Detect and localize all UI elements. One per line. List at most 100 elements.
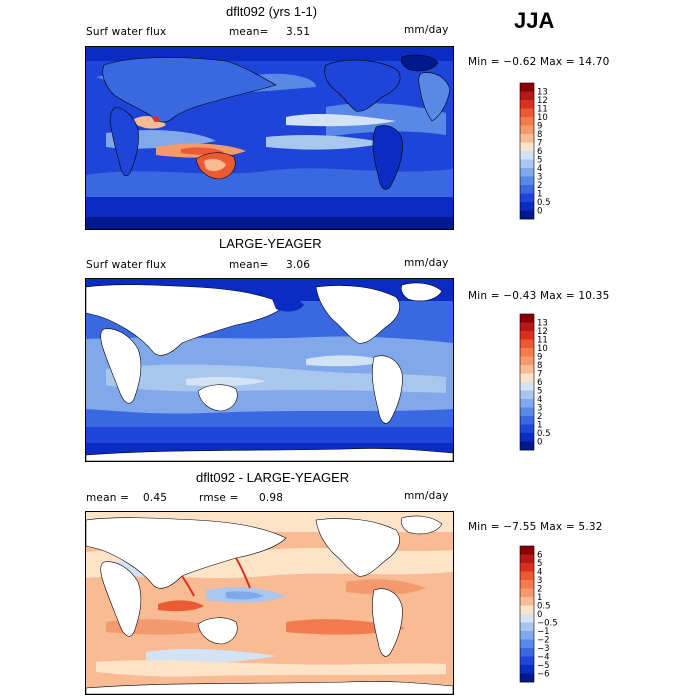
colorbar-tick-label: 3: [537, 404, 542, 414]
colorbar-tick-label: 8: [537, 361, 542, 371]
colorbar-swatch: [520, 433, 534, 442]
panel-2-mean-value: 3.06: [286, 259, 311, 271]
colorbar-swatch: [520, 117, 534, 126]
colorbar-swatch: [520, 648, 534, 657]
panel-3-mean-label: mean =: [86, 492, 130, 504]
panel-3-rmse-label: rmse =: [199, 492, 239, 504]
colorbar-tick-label: 2: [537, 585, 542, 595]
colorbar-tick-label: 0: [537, 610, 542, 620]
panel-3-minmax: Min = −7.55 Max = 5.32: [468, 521, 603, 533]
colorbar-swatch: [520, 563, 534, 572]
colorbar-swatch: [520, 125, 534, 135]
colorbar-tick-label: 3: [537, 173, 542, 183]
colorbar-tick-label: 12: [537, 96, 548, 106]
colorbar-swatch: [520, 348, 534, 357]
panel-1-colorbar: 13 12 11 10 9 8 7 6 5 4 3 2 1 0.5 0: [514, 82, 574, 227]
colorbar-swatch: [520, 390, 534, 400]
colorbar-tick-label: 0.5: [537, 198, 551, 208]
colorbar-tick-label: 1: [537, 421, 542, 431]
colorbar-tick-label: 0: [537, 438, 542, 448]
colorbar-swatch: [520, 588, 534, 598]
colorbar-swatch: [520, 134, 534, 143]
colorbar-swatch: [520, 631, 534, 640]
colorbar-tick-label: 13: [537, 88, 548, 98]
panel-2-map: [85, 278, 454, 462]
panel-1-map: [85, 46, 454, 230]
panel-3-title: dflt092 - LARGE-YEAGER: [196, 470, 350, 485]
panel-2-units: mm/day: [404, 257, 449, 269]
colorbar-tick-label: 6: [537, 378, 542, 388]
colorbar-swatch: [520, 554, 534, 564]
colorbar-swatch: [520, 100, 534, 109]
colorbar-swatch: [520, 314, 534, 323]
colorbar-swatch: [520, 202, 534, 211]
colorbar-swatch: [520, 597, 534, 606]
panel-1-mean-label: mean=: [229, 26, 269, 38]
colorbar-tick-label: 11: [537, 336, 548, 346]
panel-3-units: mm/day: [404, 490, 449, 502]
colorbar-tick-label: 11: [537, 105, 548, 115]
colorbar-swatch: [520, 614, 534, 623]
panel-2-mean-label: mean=: [229, 259, 269, 271]
colorbar-tick-label: −3: [537, 644, 550, 654]
colorbar-swatch: [520, 83, 534, 92]
colorbar-tick-label: −2: [537, 636, 550, 646]
colorbar-swatch: [520, 210, 534, 220]
panel-3-colorbar: 6 5 4 3 2 1 0.5 0 −0.5 −1 −2 −3 −4 −5 −6: [514, 545, 574, 690]
colorbar-swatch: [520, 142, 534, 152]
panel-2-variable-label: Surf water flux: [86, 259, 167, 271]
colorbar-tick-label: 3: [537, 576, 542, 586]
panel-2-minmax: Min = −0.43 Max = 10.35: [468, 290, 610, 302]
colorbar-tick-label: 1: [537, 593, 542, 603]
panel-1-variable-label: Surf water flux: [86, 26, 167, 38]
colorbar-frame: [519, 545, 535, 683]
colorbar-tick-label: 6: [537, 147, 542, 157]
colorbar-tick-label: 4: [537, 568, 542, 578]
colorbar-tick-label: 0.5: [537, 429, 551, 439]
colorbar-frame: [519, 313, 535, 451]
panel-3-mean-value: 0.45: [143, 492, 168, 504]
colorbar-tick-label: 1: [537, 190, 542, 200]
panel-3-map: [85, 511, 454, 695]
colorbar-swatch: [520, 168, 534, 177]
colorbar-tick-label: −4: [537, 653, 550, 663]
colorbar-tick-label: 5: [537, 387, 542, 397]
colorbar-tick-label: −0.5: [537, 619, 558, 629]
colorbar-tick-label: −5: [537, 661, 550, 671]
colorbar-swatch: [520, 91, 534, 101]
colorbar-tick-label: 8: [537, 130, 542, 140]
colorbar-swatch: [520, 151, 534, 160]
colorbar-tick-label: 0: [537, 207, 542, 217]
colorbar-tick-label: 2: [537, 412, 542, 422]
colorbar-tick-label: 7: [537, 139, 542, 149]
panel-3-rmse-value: 0.98: [259, 492, 284, 504]
colorbar-tick-label: 4: [537, 395, 542, 405]
colorbar-swatch: [520, 322, 534, 332]
colorbar-swatch: [520, 441, 534, 451]
colorbar-swatch: [520, 639, 534, 649]
colorbar-swatch: [520, 399, 534, 408]
colorbar-swatch: [520, 656, 534, 666]
colorbar-tick-label: 4: [537, 164, 542, 174]
colorbar-swatch: [520, 382, 534, 391]
colorbar-tick-label: 2: [537, 181, 542, 191]
panel-2-colorbar: 13 12 11 10 9 8 7 6 5 4 3 2 1 0.5 0: [514, 313, 574, 458]
colorbar-swatch: [520, 339, 534, 349]
colorbar-tick-label: 12: [537, 327, 548, 337]
colorbar-tick-label: 0.5: [537, 602, 551, 612]
colorbar-tick-label: 9: [537, 122, 542, 132]
colorbar-swatch: [520, 185, 534, 194]
colorbar-tick-label: 5: [537, 559, 542, 569]
colorbar-swatch: [520, 407, 534, 417]
colorbar-swatch: [520, 665, 534, 674]
colorbar-tick-label: 6: [537, 551, 542, 561]
colorbar-swatch: [520, 373, 534, 383]
colorbar-swatch: [520, 580, 534, 589]
colorbar-tick-label: 13: [537, 319, 548, 329]
colorbar-tick-label: −6: [537, 670, 550, 680]
colorbar-swatch: [520, 331, 534, 340]
season-label: JJA: [514, 8, 555, 33]
colorbar-swatch: [520, 159, 534, 169]
colorbar-swatch: [520, 622, 534, 632]
colorbar-swatch: [520, 424, 534, 434]
